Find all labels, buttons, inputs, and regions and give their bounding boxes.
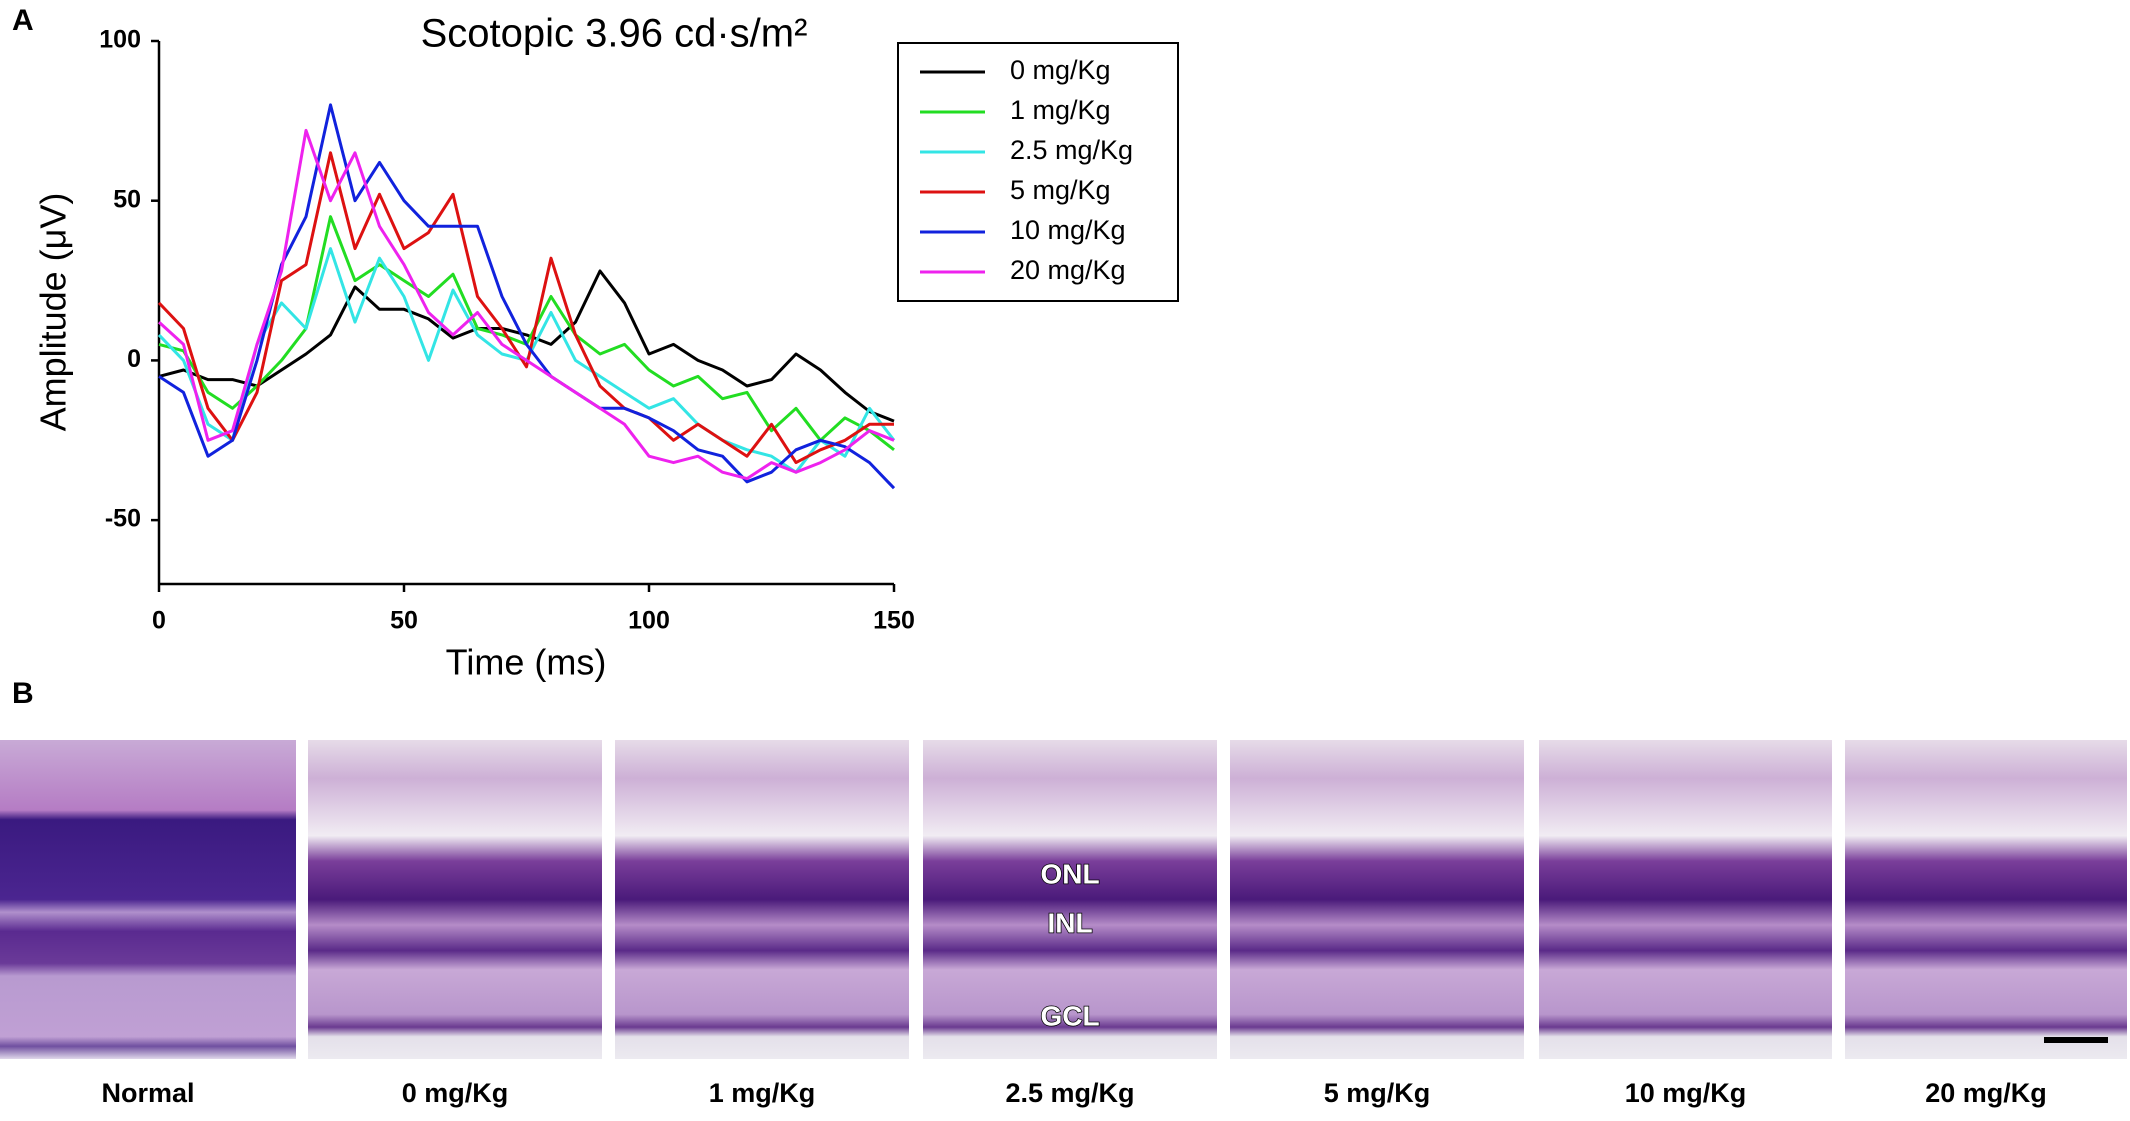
image-caption: 0 mg/Kg (402, 1078, 509, 1108)
series-line (158, 269, 895, 423)
y-tick-label: -50 (105, 505, 141, 533)
y-tick-label: 100 (99, 26, 141, 54)
histology-image (1539, 740, 1832, 1059)
histology-image (615, 740, 909, 1059)
series-line (157, 128, 895, 481)
layer-label: ONL (1040, 858, 1099, 889)
legend-label: 20 mg/Kg (1010, 255, 1126, 285)
y-axis-label: Amplitude (μV) (33, 193, 74, 432)
legend-label: 1 mg/Kg (1010, 95, 1111, 125)
image-caption: 20 mg/Kg (1925, 1078, 2047, 1108)
image-caption: 10 mg/Kg (1625, 1078, 1747, 1108)
legend-label: 0 mg/Kg (1010, 55, 1111, 85)
y-tick-label: 0 (127, 345, 141, 373)
layer-label: INL (1047, 907, 1092, 938)
panel-label: A (12, 4, 34, 37)
legend-label: 5 mg/Kg (1010, 175, 1111, 205)
x-tick-label: 50 (390, 607, 418, 635)
image-caption: 2.5 mg/Kg (1005, 1078, 1134, 1108)
series-line (158, 103, 896, 490)
series-line (157, 151, 894, 465)
x-axis-label: Time (ms) (446, 642, 607, 683)
panel-label: B (12, 677, 34, 710)
histology-image (0, 740, 296, 1059)
legend-label: 2.5 mg/Kg (1010, 135, 1133, 165)
histology-image (923, 740, 1217, 1059)
histology-image (308, 740, 602, 1059)
histology-image (1845, 740, 2127, 1059)
layer-label: GCL (1040, 1000, 1099, 1031)
x-tick-label: 150 (873, 607, 915, 635)
chart-title: Scotopic 3.96 cd·s/m² (421, 12, 808, 56)
image-caption: 1 mg/Kg (709, 1078, 816, 1108)
image-caption: 5 mg/Kg (1324, 1078, 1431, 1108)
image-caption: Normal (101, 1078, 194, 1108)
x-tick-label: 0 (152, 607, 166, 635)
legend (897, 42, 1179, 302)
x-tick-label: 100 (628, 607, 670, 635)
histology-image (1230, 740, 1524, 1059)
legend-label: 10 mg/Kg (1010, 215, 1126, 245)
y-tick-label: 50 (113, 185, 141, 213)
